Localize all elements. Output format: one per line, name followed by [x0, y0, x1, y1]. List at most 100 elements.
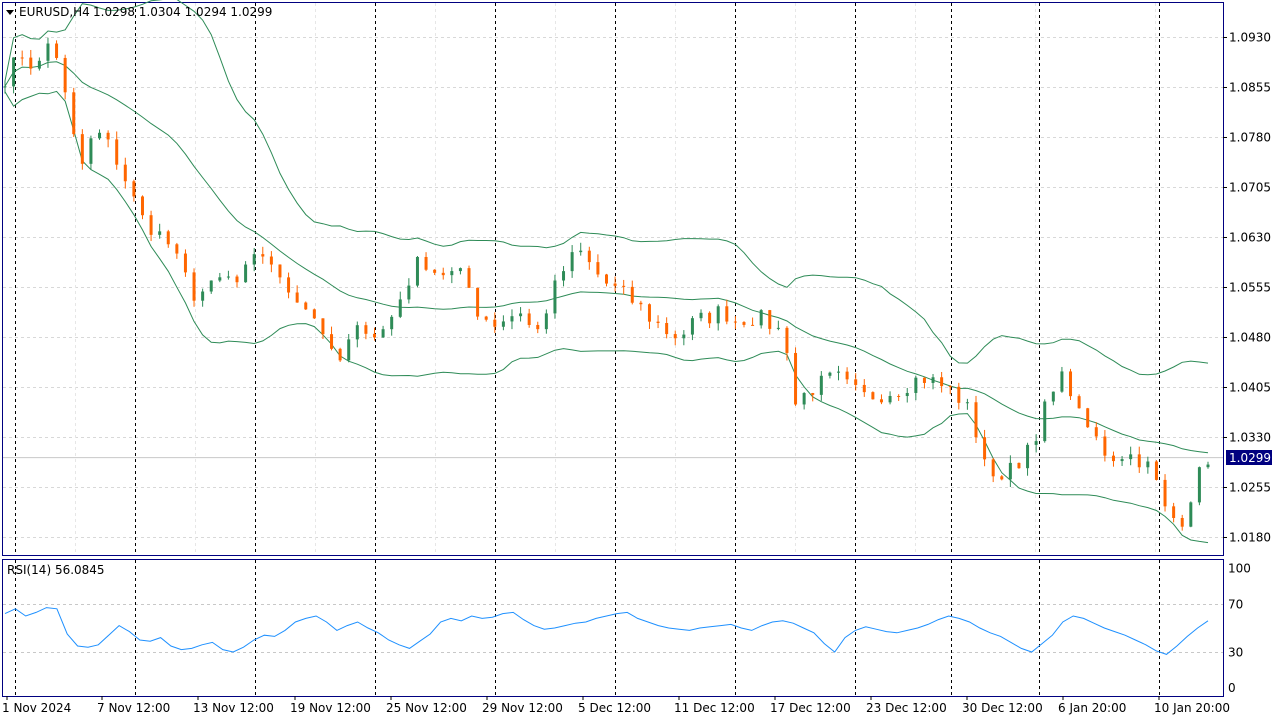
price-tick-label: 1.0930	[1229, 31, 1271, 45]
candle-body	[115, 139, 119, 165]
candle-body	[776, 327, 780, 329]
candle-body	[501, 321, 505, 327]
candle-body	[201, 291, 205, 301]
candle-body	[55, 43, 59, 58]
candle-body	[1043, 401, 1047, 442]
candle-body	[837, 371, 841, 373]
candle-body	[433, 269, 437, 273]
candle-body	[183, 253, 187, 273]
candle-body	[605, 274, 608, 284]
candle-body	[12, 57, 16, 87]
candle-body	[330, 334, 334, 349]
candle-body	[1000, 476, 1004, 480]
candle-body	[544, 313, 548, 330]
symbol-label: EURUSD,H4	[19, 5, 90, 19]
candle-body	[424, 256, 428, 270]
candle-body	[794, 352, 798, 405]
time-tick-label: 11 Dec 12:00	[674, 701, 755, 715]
time-tick-label: 17 Dec 12:00	[770, 701, 851, 715]
price-tick-label: 1.0180	[1229, 531, 1271, 545]
candle-body	[132, 181, 136, 197]
candle-body	[476, 287, 480, 317]
candle-body	[957, 386, 961, 403]
candle-body	[347, 339, 351, 361]
candle-body	[828, 372, 832, 376]
rsi-title: RSI(14) 56.0845	[7, 563, 105, 577]
candle-body	[656, 321, 660, 323]
time-tick-label: 30 Dec 12:00	[962, 701, 1043, 715]
time-axis: 1 Nov 2024 7 Nov 12:00 13 Nov 12:00 19 Nov …	[2, 696, 1230, 715]
candle-body	[647, 304, 651, 322]
candle-body	[226, 276, 230, 278]
candle-body	[46, 43, 50, 61]
price-tick-label: 1.0855	[1229, 81, 1271, 95]
candle-body	[63, 57, 67, 93]
candle-body	[596, 262, 600, 275]
candle-body	[665, 322, 669, 335]
time-tick-label: 6 Jan 20:00	[1058, 701, 1126, 715]
candle-body	[235, 276, 239, 283]
candle-body	[519, 313, 523, 317]
candle-body	[811, 393, 815, 395]
candle-body	[312, 309, 316, 319]
candle-body	[536, 324, 540, 330]
candle-body	[372, 333, 376, 338]
candle-body	[527, 313, 531, 325]
candle-body	[218, 277, 222, 281]
price-grid	[3, 3, 1223, 555]
candle-body	[1137, 454, 1141, 468]
candle-body	[106, 132, 110, 140]
candle-body	[252, 254, 256, 265]
price-tick-label: 1.0780	[1229, 131, 1271, 145]
candlestick-series	[3, 37, 1210, 531]
candle-body	[244, 264, 248, 283]
price-panel-frame	[2, 2, 1224, 556]
candle-body	[897, 395, 901, 397]
candle-body	[965, 402, 969, 404]
candle-body	[991, 459, 995, 477]
candle-body	[355, 325, 359, 340]
candle-body	[733, 321, 737, 323]
candle-body	[304, 302, 308, 310]
candle-body	[1111, 455, 1115, 462]
candle-body	[759, 310, 763, 326]
candle-body	[450, 271, 454, 276]
candle-body	[1051, 391, 1055, 402]
candle-body	[1172, 506, 1176, 518]
candle-body	[888, 395, 892, 403]
rsi-tick-label: 0	[1228, 681, 1236, 695]
candle-body	[72, 92, 76, 135]
time-tick-label: 13 Nov 12:00	[193, 701, 274, 715]
time-tick-label: 7 Nov 12:00	[97, 701, 170, 715]
candle-body	[269, 256, 273, 265]
price-tick-label: 1.0405	[1229, 381, 1271, 395]
candle-body	[1094, 427, 1098, 437]
candle-body	[1146, 461, 1150, 468]
candle-body	[1206, 464, 1210, 468]
candle-body	[458, 268, 462, 272]
candle-body	[295, 292, 299, 303]
candle-body	[922, 377, 926, 383]
candle-body	[1103, 436, 1107, 456]
candle-body	[89, 138, 93, 164]
candle-body	[467, 268, 471, 288]
candle-body	[441, 272, 445, 276]
time-tick-label: 10 Jan 20:00	[1154, 701, 1230, 715]
candle-body	[80, 134, 84, 164]
candle-body	[708, 312, 712, 324]
current-price-badge	[1226, 450, 1272, 465]
time-tick-label: 29 Nov 12:00	[482, 701, 563, 715]
candle-body	[287, 277, 291, 293]
candle-body	[1086, 408, 1090, 428]
candle-body	[1026, 444, 1030, 469]
candle-body	[587, 250, 591, 263]
candle-body	[725, 306, 729, 322]
candle-body	[879, 399, 883, 403]
candle-body	[123, 164, 127, 182]
rsi-tick-label: 30	[1228, 646, 1243, 660]
candle-body	[398, 299, 402, 317]
candle-body	[166, 231, 170, 245]
triangle-down-icon[interactable]	[6, 10, 14, 15]
candle-body	[716, 306, 720, 324]
